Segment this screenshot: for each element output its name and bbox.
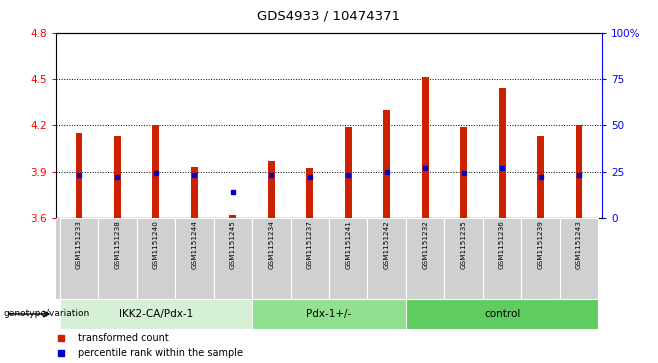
Text: transformed count: transformed count	[78, 333, 168, 343]
Bar	[60, 218, 98, 299]
Text: GSM1151235: GSM1151235	[461, 220, 467, 269]
Text: genotype/variation: genotype/variation	[3, 310, 89, 318]
Text: GSM1151244: GSM1151244	[191, 220, 197, 269]
Text: GSM1151243: GSM1151243	[576, 220, 582, 269]
Bar	[191, 167, 198, 218]
Bar	[307, 168, 313, 218]
Text: GSM1151241: GSM1151241	[345, 220, 351, 269]
Bar	[291, 218, 329, 299]
Bar	[329, 218, 367, 299]
Bar	[576, 125, 582, 218]
Text: GDS4933 / 10474371: GDS4933 / 10474371	[257, 9, 401, 22]
Bar	[76, 133, 82, 218]
Bar	[214, 218, 252, 299]
Bar	[98, 218, 137, 299]
Bar	[345, 127, 351, 218]
Bar	[137, 218, 175, 299]
Bar	[175, 218, 214, 299]
Bar	[460, 127, 467, 218]
Text: Pdx-1+/-: Pdx-1+/-	[307, 309, 351, 319]
Bar	[230, 215, 236, 218]
Bar	[483, 218, 521, 299]
Bar	[499, 88, 505, 218]
Text: percentile rank within the sample: percentile rank within the sample	[78, 348, 243, 359]
Text: GSM1151232: GSM1151232	[422, 220, 428, 269]
Text: GSM1151242: GSM1151242	[384, 220, 390, 269]
Text: GSM1151234: GSM1151234	[268, 220, 274, 269]
Bar	[114, 136, 121, 218]
Bar	[521, 218, 560, 299]
Text: GSM1151233: GSM1151233	[76, 220, 82, 269]
Bar	[406, 218, 444, 299]
Bar	[153, 125, 159, 218]
Bar	[560, 218, 598, 299]
Bar	[252, 218, 291, 299]
Bar	[406, 299, 598, 329]
Bar	[383, 110, 390, 218]
Bar	[422, 77, 428, 218]
Text: GSM1151238: GSM1151238	[114, 220, 120, 269]
Bar	[444, 218, 483, 299]
Text: GSM1151240: GSM1151240	[153, 220, 159, 269]
Bar	[367, 218, 406, 299]
Bar	[268, 161, 275, 218]
Bar	[537, 136, 544, 218]
Text: GSM1151236: GSM1151236	[499, 220, 505, 269]
Text: IKK2-CA/Pdx-1: IKK2-CA/Pdx-1	[119, 309, 193, 319]
Text: control: control	[484, 309, 520, 319]
Text: GSM1151239: GSM1151239	[538, 220, 544, 269]
Bar	[60, 299, 252, 329]
Text: GSM1151237: GSM1151237	[307, 220, 313, 269]
Bar	[252, 299, 406, 329]
Text: GSM1151245: GSM1151245	[230, 220, 236, 269]
